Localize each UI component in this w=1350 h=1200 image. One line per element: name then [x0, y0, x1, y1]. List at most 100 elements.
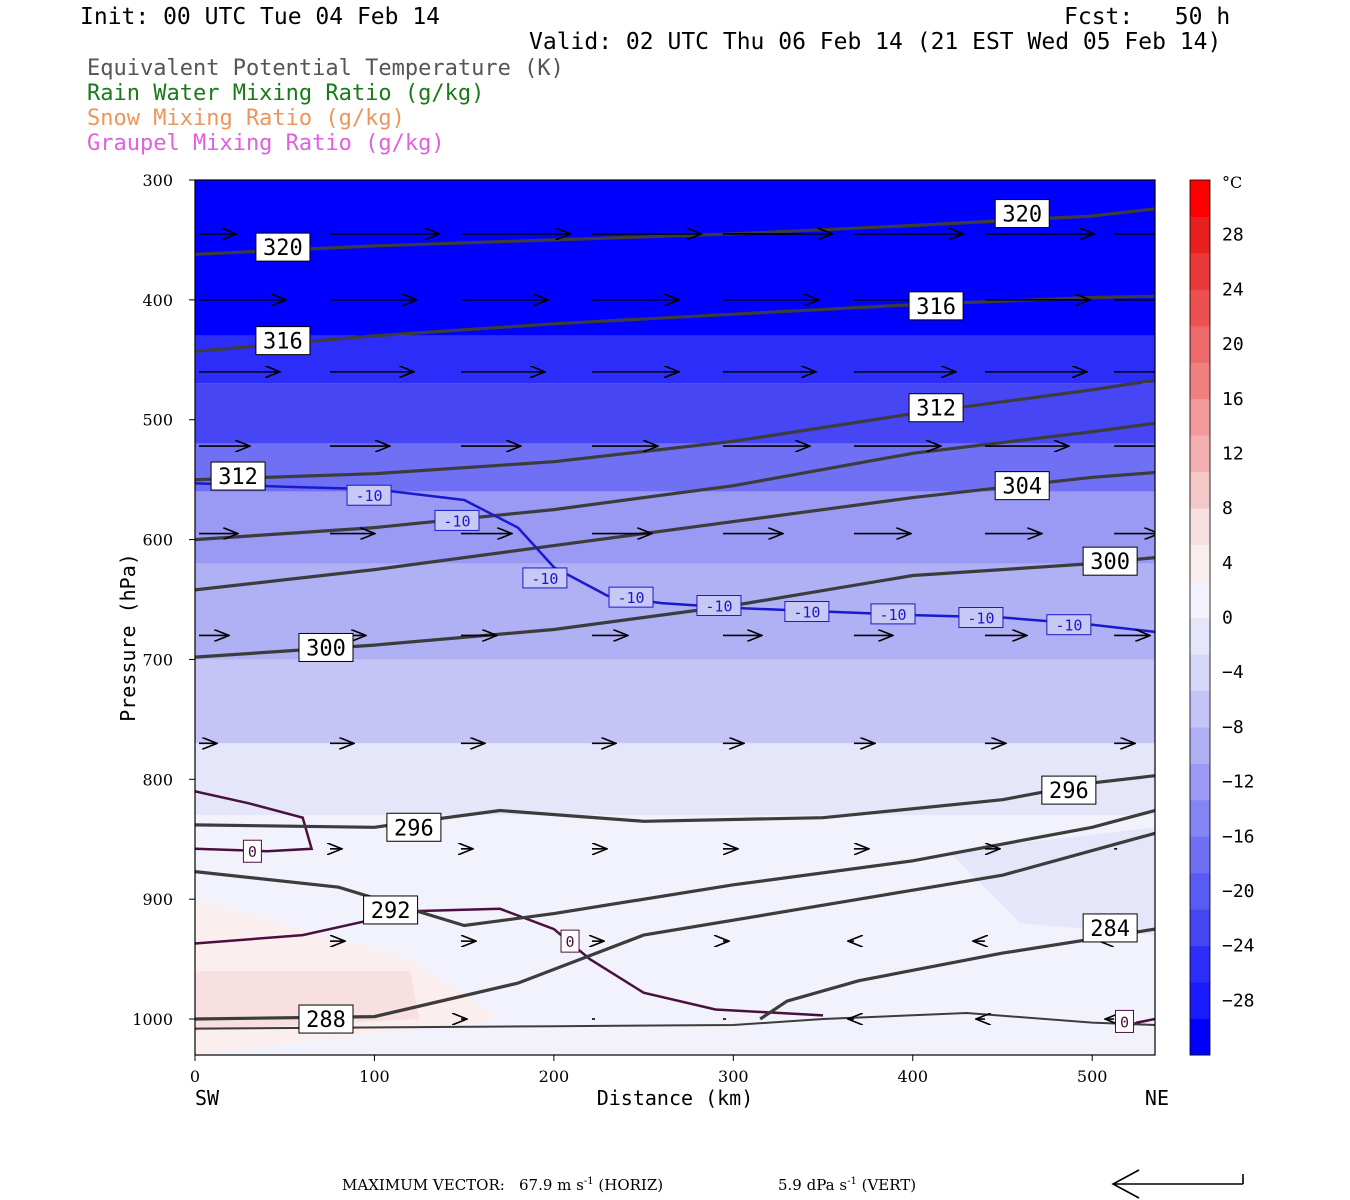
- colorbar-label: 8: [1222, 498, 1233, 519]
- colorbar-segment: [1190, 180, 1210, 217]
- temp-band: [195, 743, 1155, 816]
- minus10-label: -10: [958, 607, 1004, 628]
- temp-band: [195, 383, 1155, 444]
- sw-label: SW: [195, 1086, 220, 1110]
- label-text: 300: [1090, 550, 1130, 575]
- theta-e-label: 320: [255, 232, 311, 262]
- minus10-label: -10: [608, 586, 654, 608]
- label-text: -10: [705, 598, 732, 616]
- theta-e-line: [195, 470, 1155, 592]
- minus10-label: -10: [870, 603, 916, 625]
- label-box: [522, 567, 568, 589]
- colorbar-segment: [1190, 289, 1210, 327]
- colorbar-segment: [1190, 982, 1210, 1020]
- horiz-unit: (HORIZ): [598, 1176, 664, 1194]
- x-tick-label: 300: [718, 1067, 749, 1086]
- label-box: [242, 839, 262, 863]
- theta-e-label: 292: [363, 895, 419, 925]
- label-box: [1114, 1009, 1134, 1033]
- y-tick-label: 800: [142, 770, 173, 789]
- colorbar-segment: [1190, 471, 1210, 509]
- label-box: [346, 484, 392, 506]
- vert-unit: (VERT): [861, 1176, 917, 1194]
- x-tick-label: 0: [190, 1067, 200, 1086]
- label-text: 296: [1049, 779, 1089, 804]
- y-tick-label: 1000: [132, 1010, 173, 1029]
- colorbar-segment: [1190, 325, 1210, 363]
- x-tick-label: 400: [897, 1067, 928, 1086]
- label-text: 312: [916, 397, 956, 422]
- colorbar-label: −4: [1222, 662, 1244, 683]
- colorbar-segment: [1190, 909, 1210, 947]
- legend-snow: Snow Mixing Ratio (g/kg): [87, 106, 405, 131]
- label-box: [870, 603, 916, 625]
- label-box: [386, 812, 442, 842]
- colorbar-segment: [1190, 435, 1210, 473]
- y-tick-label: 400: [142, 291, 173, 310]
- colorbar-segment: [1190, 872, 1210, 910]
- label-box: [1046, 614, 1092, 636]
- theta-e-line: [195, 294, 1155, 353]
- colorbar-segment: [1190, 617, 1210, 655]
- label-box: [696, 595, 742, 617]
- colorbar-unit: °C: [1222, 173, 1242, 192]
- label-box: [255, 326, 311, 356]
- plot-frame: [194, 179, 1156, 1056]
- max-vert-vector: 5.9 dPa s-1 (VERT): [778, 1176, 916, 1194]
- colorbar-segment: [1190, 581, 1210, 618]
- label-box: [994, 471, 1050, 501]
- label-box: [298, 632, 354, 662]
- legend-graupel: Graupel Mixing Ratio (g/kg): [87, 131, 445, 156]
- label-text: 292: [371, 899, 411, 924]
- y-axis-label: Pressure (hPa): [116, 553, 140, 722]
- label-text: -10: [793, 604, 820, 622]
- theta-e-label: 288: [298, 1004, 354, 1034]
- label-text: 0: [1120, 1013, 1129, 1031]
- theta-e-label: 320: [994, 199, 1050, 229]
- colorbar-label: −24: [1222, 936, 1255, 957]
- colorbar: 28 24 20 16 12 8 4 0 −4 −8 −12 −16 −20 −24 −28 °C: [1189, 173, 1255, 1056]
- colorbar-label: 24: [1222, 279, 1244, 300]
- theta-e-label: 304: [994, 471, 1050, 501]
- label-text: -10: [617, 589, 644, 607]
- label-text: 316: [916, 295, 956, 320]
- colorbar-segment: [1190, 763, 1210, 801]
- theta-e-label: 296: [386, 812, 442, 842]
- colorbar-segment: [1190, 653, 1210, 691]
- y-tick-label: 600: [142, 531, 173, 550]
- label-box: [784, 601, 830, 623]
- minus10-label: -10: [696, 595, 742, 617]
- minus10-label: -10: [784, 601, 830, 623]
- label-text: 312: [218, 465, 258, 490]
- colorbar-segment: [1190, 398, 1210, 436]
- theta-e-line: [195, 808, 1155, 928]
- zero-isotherm-label: 0: [1114, 1009, 1134, 1033]
- label-box: [908, 291, 964, 321]
- colorbar-segment: [1190, 508, 1210, 546]
- label-box: [560, 929, 580, 953]
- init-time: Init: 00 UTC Tue 04 Feb 14: [80, 4, 441, 30]
- colorbar-label: −8: [1222, 717, 1244, 738]
- y-tick-label: 900: [142, 890, 173, 909]
- theta-e-label: 296: [1041, 775, 1097, 805]
- contour-labels: 320 320 316 316 312 312 304 300 300 296 296 292 288 2…: [210, 199, 1138, 1034]
- reference-vector: [1111, 1169, 1244, 1199]
- colorbar-label: −16: [1222, 826, 1255, 847]
- temp-band: [195, 335, 1155, 384]
- legend-theta-e: Equivalent Potential Temperature (K): [87, 56, 564, 81]
- label-text: 316: [263, 330, 303, 355]
- minus10-label: -10: [434, 509, 480, 531]
- label-box: [1082, 546, 1138, 576]
- label-box: [255, 232, 311, 262]
- reference-vector-head: [1111, 1169, 1140, 1199]
- theta-e-line: [759, 927, 1155, 1021]
- y-tick-label: 500: [142, 411, 173, 430]
- theta-e-label: 312: [908, 393, 964, 423]
- x-tick-label: 100: [359, 1067, 390, 1086]
- theta-e-line: [195, 831, 1155, 1021]
- theta-e-line: [195, 378, 1155, 482]
- temp-band: [195, 491, 1155, 564]
- theta-e-label: 300: [1082, 546, 1138, 576]
- label-box: [210, 461, 266, 491]
